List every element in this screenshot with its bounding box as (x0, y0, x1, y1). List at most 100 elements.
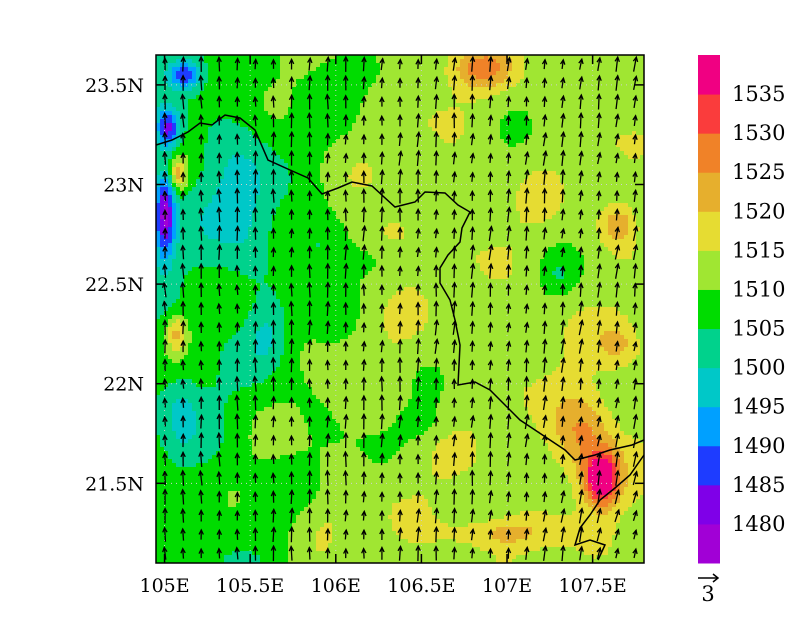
field-cell (468, 107, 473, 112)
field-cell (624, 79, 629, 84)
field-cell (176, 99, 181, 104)
field-cell (196, 63, 201, 68)
field-cell (420, 87, 425, 92)
field-cell (200, 71, 205, 76)
field-cell (364, 67, 369, 72)
field-cell (512, 99, 517, 104)
field-cell (284, 55, 289, 60)
field-cell (356, 207, 361, 212)
field-cell (456, 87, 461, 92)
field-cell (280, 107, 285, 112)
field-cell (244, 171, 249, 176)
field-cell (520, 99, 525, 104)
field-cell (228, 175, 233, 180)
field-cell (616, 107, 621, 112)
field-cell (540, 79, 545, 84)
field-cell (600, 59, 605, 64)
field-cell (324, 143, 329, 148)
field-cell (376, 71, 381, 76)
field-cell (444, 75, 449, 80)
field-cell (160, 103, 165, 108)
field-cell (236, 179, 241, 184)
field-cell (456, 215, 461, 220)
field-cell (256, 171, 261, 176)
field-cell (392, 163, 397, 168)
field-cell (328, 195, 333, 200)
field-cell (596, 207, 601, 212)
field-cell (616, 203, 621, 208)
field-cell (568, 91, 573, 96)
field-cell (264, 95, 269, 100)
field-cell (436, 99, 441, 104)
field-cell (204, 55, 209, 60)
field-cell (384, 119, 389, 124)
field-cell (372, 199, 377, 204)
field-cell (592, 59, 597, 64)
field-cell (476, 123, 481, 128)
field-cell (268, 55, 273, 60)
field-cell (332, 67, 337, 72)
field-cell (164, 71, 169, 76)
field-cell (364, 211, 369, 216)
field-cell (624, 167, 629, 172)
field-cell (356, 95, 361, 100)
field-cell (260, 83, 265, 88)
field-cell (400, 151, 405, 156)
field-cell (444, 159, 449, 164)
field-cell (204, 151, 209, 156)
field-cell (640, 167, 644, 172)
field-cell (312, 143, 317, 148)
field-cell (420, 199, 425, 204)
field-cell (236, 87, 241, 92)
field-cell (460, 63, 465, 68)
field-cell (280, 111, 285, 116)
field-cell (612, 187, 617, 192)
field-cell (184, 75, 189, 80)
field-cell (608, 123, 613, 128)
field-cell (184, 107, 189, 112)
field-cell (476, 183, 481, 188)
field-cell (624, 163, 629, 168)
field-cell (184, 155, 189, 160)
field-cell (516, 99, 521, 104)
field-cell (604, 131, 609, 136)
field-cell (628, 67, 633, 72)
field-cell (348, 79, 353, 84)
field-cell (392, 207, 397, 212)
field-cell (636, 107, 641, 112)
field-cell (528, 203, 533, 208)
field-cell (592, 167, 597, 172)
field-cell (540, 107, 545, 112)
field-cell (160, 127, 165, 132)
field-cell (572, 131, 577, 136)
field-cell (192, 175, 197, 180)
field-cell (308, 203, 313, 208)
field-cell (284, 199, 289, 204)
field-cell (356, 131, 361, 136)
field-cell (320, 183, 325, 188)
field-cell (440, 55, 445, 60)
field-cell (164, 91, 169, 96)
field-cell (412, 159, 417, 164)
field-cell (504, 95, 509, 100)
field-cell (600, 71, 605, 76)
field-cell (292, 187, 297, 192)
field-cell (568, 183, 573, 188)
field-cell (596, 131, 601, 136)
field-cell (616, 179, 621, 184)
field-cell (192, 111, 197, 116)
field-cell (196, 195, 201, 200)
field-cell (516, 195, 521, 200)
field-cell (248, 167, 253, 172)
field-cell (184, 91, 189, 96)
field-cell (288, 111, 293, 116)
field-cell (432, 151, 437, 156)
field-cell (248, 151, 253, 156)
field-cell (404, 135, 409, 140)
field-cell (556, 203, 561, 208)
field-cell (616, 63, 621, 68)
field-cell (160, 79, 165, 84)
field-cell (412, 131, 417, 136)
field-cell (320, 187, 325, 192)
field-cell (624, 87, 629, 92)
